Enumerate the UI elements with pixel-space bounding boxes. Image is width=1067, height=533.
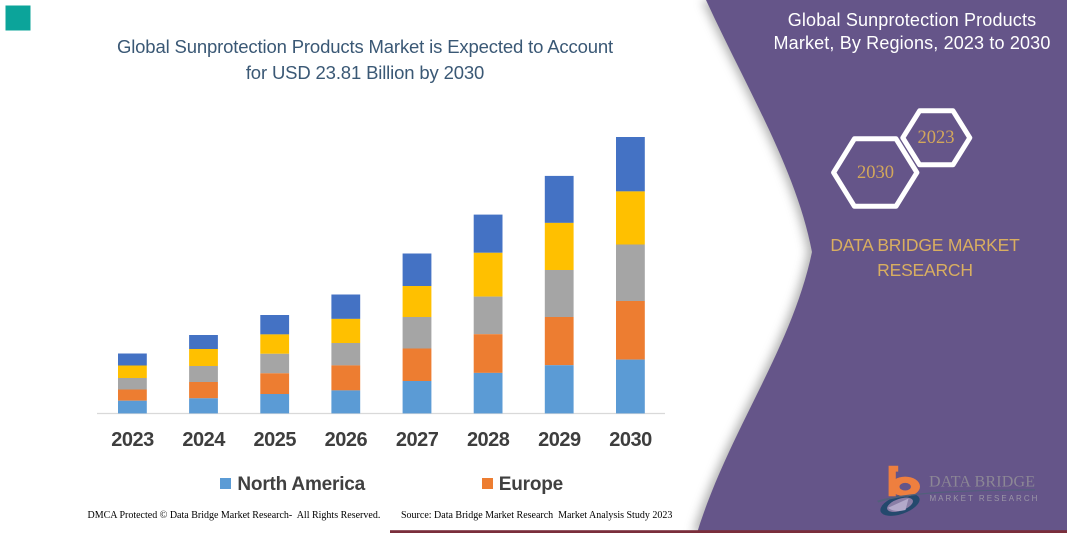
svg-text:2030: 2030 [857,163,894,183]
svg-text:DATA BRIDGE: DATA BRIDGE [929,474,1035,491]
svg-text:MARKET RESEARCH: MARKET RESEARCH [930,494,1040,503]
svg-text:2023: 2023 [918,128,955,148]
